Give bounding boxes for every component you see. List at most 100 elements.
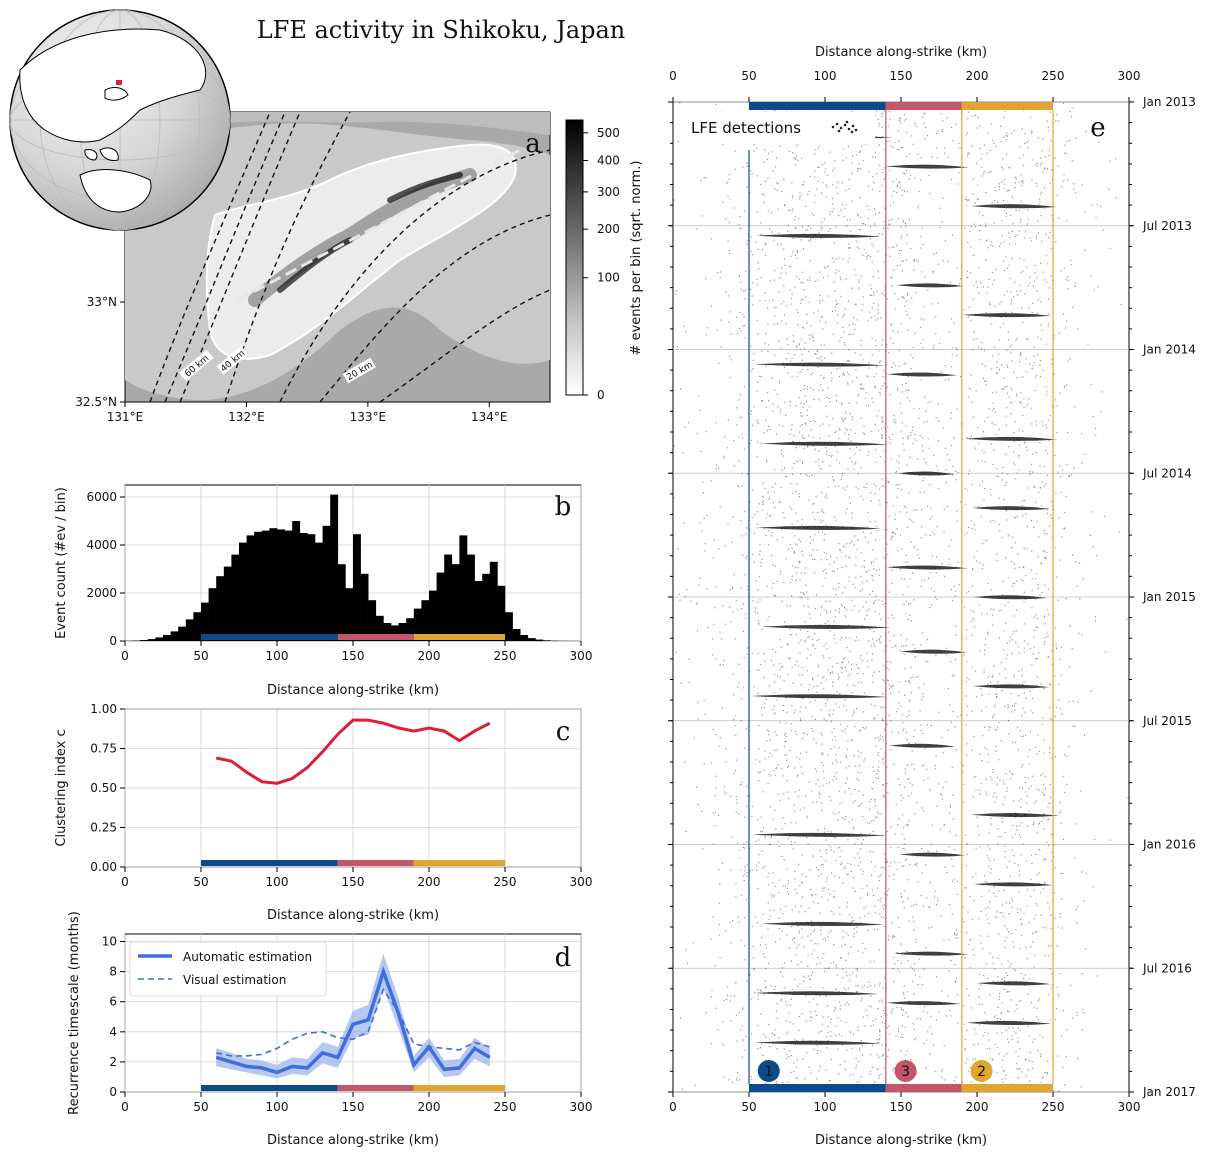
- panel-c-region-strip: [201, 860, 505, 866]
- histogram-bar: [360, 573, 369, 641]
- histogram-bar: [178, 626, 187, 641]
- histogram-bar: [337, 564, 346, 641]
- histogram-bar: [436, 572, 445, 641]
- histogram-bar: [375, 615, 384, 641]
- lfe-burst: [761, 921, 885, 926]
- region-bar-3: [413, 860, 505, 866]
- lfe-burst: [966, 1020, 1052, 1025]
- histogram-bar: [398, 623, 407, 641]
- panel-label-b: b: [555, 492, 572, 522]
- panel-b-histogram: 0 50 100 150 200 250 300 0 2000 4000 6000 b Distan…: [54, 484, 592, 698]
- ytick-label: 0: [109, 1085, 117, 1099]
- clustering-line: [215, 718, 491, 785]
- xtick-label: 50: [193, 875, 208, 889]
- panel-a-map: 60 km 40 km 20 km a 131°E 132°E 133°E 134°E…: [75, 111, 551, 424]
- colorbar-label: # events per bin (sqrt. norm.): [629, 161, 644, 356]
- histogram-bar: [147, 639, 156, 641]
- ytick-label: 0.00: [90, 860, 117, 874]
- map-xtick-label: 133°E: [350, 410, 387, 424]
- date-tick-label: Jul 2014: [1142, 466, 1192, 480]
- xtick-label: 150: [342, 875, 365, 889]
- panel-b-xlabel: Distance along-strike (km): [267, 683, 439, 698]
- xtick-label: 300: [570, 875, 593, 889]
- xtick-label-bottom: 250: [1042, 1100, 1065, 1114]
- histogram-bar: [330, 494, 339, 641]
- lfe-burst: [886, 565, 968, 570]
- xtick-label: 150: [342, 649, 365, 663]
- histogram-bar: [497, 585, 506, 641]
- histogram-bar: [474, 581, 483, 641]
- legend-automatic-label: Automatic estimation: [183, 950, 312, 964]
- histogram-bar: [170, 631, 179, 641]
- histogram-bar: [413, 608, 422, 641]
- histogram-bar: [155, 637, 164, 641]
- xtick-label: 250: [494, 1100, 517, 1114]
- region-bar-2: [337, 860, 414, 866]
- ytick-label: 4: [109, 1025, 117, 1039]
- panel-e-legend-box: [683, 112, 875, 144]
- lfe-burst: [754, 1040, 881, 1045]
- lfe-burst: [761, 624, 892, 629]
- ytick-label: 0: [109, 634, 117, 648]
- histogram-bar: [444, 554, 453, 641]
- lfe-burst: [752, 832, 887, 837]
- date-tick-label: Jul 2013: [1142, 219, 1192, 233]
- xtick-label: 150: [342, 1100, 365, 1114]
- histogram-bar: [459, 535, 468, 641]
- histogram-bar: [292, 521, 301, 641]
- xtick-label: 200: [418, 649, 441, 663]
- histogram-bar: [527, 638, 536, 641]
- xtick-label-bottom: 100: [814, 1100, 837, 1114]
- ytick-label: 4000: [86, 538, 117, 552]
- legend-visual-label: Visual estimation: [183, 973, 286, 987]
- asia-landmass: [19, 28, 207, 143]
- ytick-label: 0.50: [90, 781, 117, 795]
- histogram-bar: [246, 535, 255, 641]
- region-bar-1: [201, 634, 338, 640]
- lfe-detection-points: [673, 102, 1129, 1092]
- lfe-detections-scatter: [673, 102, 1129, 1092]
- ytick-label: 0.75: [90, 742, 117, 756]
- region-bar-1: [201, 860, 338, 866]
- region-bar-2: [337, 634, 414, 640]
- region-bar-3: [413, 1085, 505, 1091]
- xtick-label: 300: [570, 1100, 593, 1114]
- ytick-label: 6: [109, 995, 117, 1009]
- histogram-bar: [368, 600, 377, 641]
- lfe-burst: [756, 233, 882, 238]
- region-badge-3: [894, 1060, 917, 1082]
- histogram-bar: [208, 588, 217, 641]
- panel-c-axes: 0 50 100 150 200 250 300 0.00 0.25 0.50 0.75 1.00: [90, 702, 592, 889]
- histogram-bar: [163, 635, 171, 641]
- region-top-bar-3: [961, 102, 1053, 110]
- lfe-burst: [971, 506, 1051, 511]
- date-tick-label: Jan 2013: [1142, 95, 1196, 109]
- xtick-label-top: 50: [741, 69, 756, 83]
- histogram-bar: [512, 629, 521, 641]
- histogram-bar: [505, 612, 513, 641]
- lfe-density-heatmap: [205, 143, 517, 360]
- xtick-label: 100: [266, 875, 289, 889]
- panel-c-clustering: 0 50 100 150 200 250 300 0.00 0.25 0.50 0.75 1.00 c…: [54, 702, 592, 923]
- region-bottom-bar-2: [885, 1084, 962, 1092]
- honshu-land: [125, 112, 550, 140]
- map-xtick-label: 134°E: [471, 410, 508, 424]
- lfe-burst: [889, 743, 956, 748]
- lfe-burst: [893, 951, 968, 956]
- panel-d-xlabel: Distance along-strike (km): [267, 1133, 439, 1148]
- date-tick-label: Jul 2015: [1142, 714, 1192, 728]
- lfe-burst: [887, 372, 957, 377]
- date-tick-label: Jul 2016: [1142, 961, 1192, 975]
- xtick-label: 200: [418, 875, 441, 889]
- histogram-bar: [299, 533, 308, 641]
- panel-label-a: a: [525, 129, 541, 159]
- xtick-label: 250: [494, 875, 517, 889]
- xtick-label: 200: [418, 1100, 441, 1114]
- lfe-burst: [751, 694, 888, 699]
- borneo-island: [84, 149, 98, 161]
- australia-landmass: [79, 169, 152, 213]
- lfe-burst: [970, 813, 1060, 818]
- xtick-label-bottom: 300: [1118, 1100, 1141, 1114]
- xtick-label-bottom: 50: [741, 1100, 756, 1114]
